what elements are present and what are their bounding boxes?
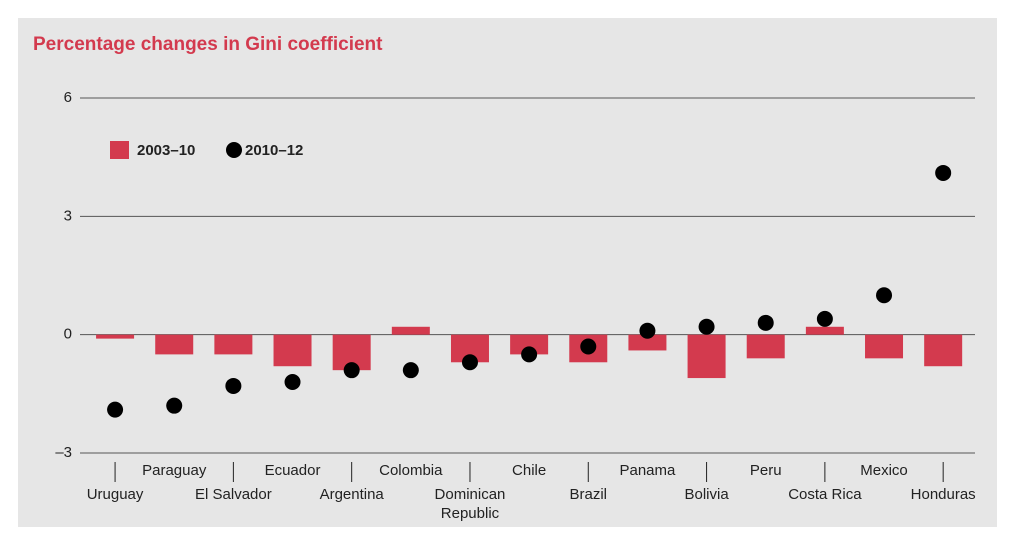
legend-label: 2003–10 xyxy=(137,142,195,159)
dot xyxy=(876,287,893,304)
dot xyxy=(521,346,538,363)
bar xyxy=(155,334,194,355)
dot xyxy=(698,318,715,335)
bar xyxy=(391,326,430,335)
x-tick-label: Peru xyxy=(749,462,782,479)
x-tick-label: Uruguay xyxy=(86,486,144,503)
y-tick-label: 0 xyxy=(64,326,72,343)
dot xyxy=(166,397,183,414)
y-tick-label: 6 xyxy=(64,89,72,106)
bar xyxy=(746,334,785,359)
dot xyxy=(343,362,360,379)
dot xyxy=(816,310,833,327)
chart-title: Percentage changes in Gini coefficient xyxy=(33,34,383,55)
bar xyxy=(214,334,253,355)
bar xyxy=(628,334,667,351)
dot xyxy=(284,374,301,390)
bar xyxy=(96,334,135,339)
dot xyxy=(639,322,656,339)
bar xyxy=(273,334,312,367)
x-tick-label: El Salvador xyxy=(195,486,272,503)
dot xyxy=(225,377,242,394)
x-tick-label: Honduras xyxy=(910,486,976,503)
dot xyxy=(107,401,124,418)
bar xyxy=(865,334,904,359)
x-tick-label: Mexico xyxy=(860,462,908,479)
bar xyxy=(687,334,726,379)
dot xyxy=(461,354,478,371)
x-tick-label: Panama xyxy=(619,462,676,479)
dot xyxy=(757,314,774,331)
legend-label: 2010–12 xyxy=(245,142,303,159)
dot xyxy=(580,338,597,355)
bar xyxy=(805,326,844,335)
bar xyxy=(924,334,963,367)
x-tick-label: Ecuador xyxy=(264,462,321,479)
x-tick-label: Colombia xyxy=(379,462,443,479)
chart-panel xyxy=(18,18,997,527)
x-tick-label: Bolivia xyxy=(684,486,729,503)
legend-swatch xyxy=(110,141,129,159)
x-tick-label: Brazil xyxy=(569,486,608,503)
y-tick-label: –3 xyxy=(55,444,72,461)
x-tick-label: Paraguay xyxy=(142,462,207,479)
bar xyxy=(510,334,549,355)
y-tick-label: 3 xyxy=(64,207,72,224)
dot xyxy=(402,362,419,379)
x-tick-label: Argentina xyxy=(319,486,384,503)
x-tick-label: Costa Rica xyxy=(788,486,862,503)
x-tick-label: Chile xyxy=(512,462,547,479)
dot xyxy=(935,164,952,181)
legend-swatch xyxy=(226,142,242,158)
x-tick-label: Dominican Republic xyxy=(434,486,506,522)
